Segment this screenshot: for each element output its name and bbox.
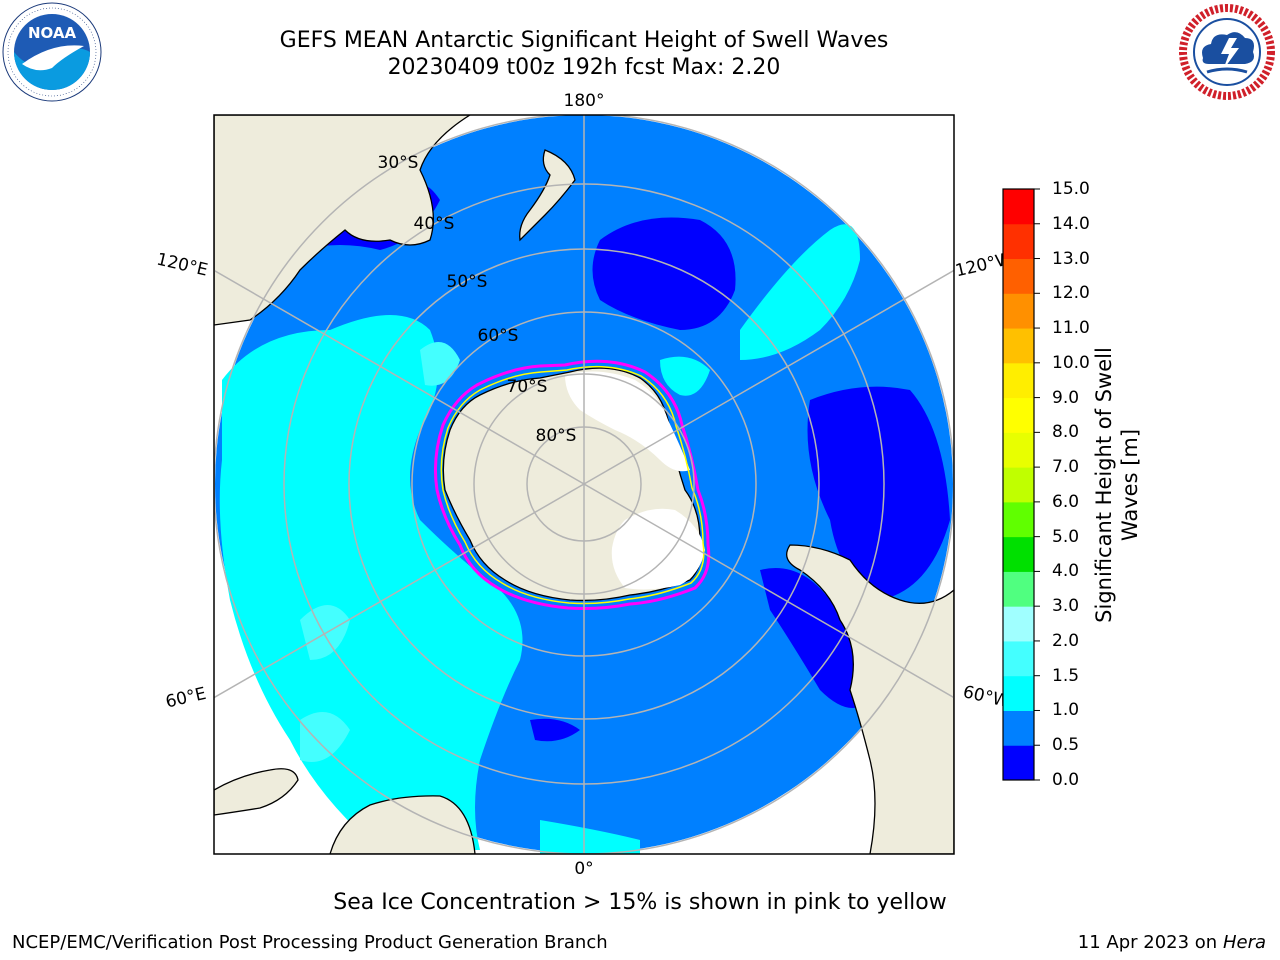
- swell-region-0-0.5m: [807, 386, 950, 600]
- colorbar-band: [1003, 640, 1034, 677]
- colorbar-ticks: [1034, 188, 1040, 781]
- footer-machine: Hera: [1222, 932, 1266, 953]
- nws-logo: [1179, 4, 1275, 100]
- colorbar-tick-label: 6.0: [1052, 491, 1080, 512]
- colorbar-band: [1003, 571, 1034, 607]
- swell-region-1.5-2m: [300, 712, 350, 762]
- colorbar-tick-label: 5.0: [1052, 526, 1080, 547]
- colorbar-band: [1003, 328, 1034, 364]
- ice-note: Sea Ice Concentration > 15% is shown in …: [333, 890, 947, 915]
- swell-region-1-1.5m: [740, 224, 860, 360]
- sea-ice-weddell: [611, 508, 705, 590]
- lat-label-80s: 80°S: [536, 426, 577, 446]
- land-new-zealand: [519, 149, 576, 242]
- meridian-line: [583, 269, 954, 485]
- colorbar-tick-label: 9.0: [1052, 387, 1080, 408]
- colorbar-band: [1003, 397, 1034, 433]
- sea-ice-edge: [433, 359, 711, 610]
- lon-label-180: 180°: [564, 91, 605, 111]
- swell-region-0-0.5m: [592, 217, 736, 330]
- map-frame: [213, 114, 955, 855]
- swell-region-1-1.5m: [540, 820, 640, 854]
- noaa-logo: NOAA: [2, 2, 102, 102]
- colorbar-band: [1003, 432, 1034, 468]
- colorbar-tick-label: 13.0: [1052, 248, 1090, 269]
- colorbar-band: [1003, 710, 1034, 746]
- colorbar-tick-label: 8.0: [1052, 422, 1080, 443]
- meridian-line: [583, 483, 954, 699]
- lon-label-60e: 60°E: [164, 684, 208, 713]
- meridian-line: [214, 269, 585, 485]
- lat-label-60s: 60°S: [478, 326, 519, 346]
- colorbar-band: [1003, 293, 1034, 329]
- colorbar-label: Significant Height of Swell Waves [m]: [1091, 325, 1143, 645]
- footer-date-text: 11 Apr 2023 on: [1077, 932, 1223, 953]
- colorbar-label-line2: Waves [m]: [1118, 428, 1142, 542]
- meridian-line: [214, 483, 585, 699]
- chart-title: GEFS MEAN Antarctic Significant Height o…: [279, 28, 889, 53]
- swell-region-1.5-2m: [420, 342, 460, 386]
- lat-label-70s: 70°S: [507, 377, 548, 397]
- lat-label-50s: 50°S: [447, 272, 488, 292]
- graticule: [214, 115, 954, 854]
- colorbar-frame: [1002, 188, 1035, 781]
- colorbar-tick-label: 1.0: [1052, 700, 1080, 721]
- colorbar-tick-label: 0.5: [1052, 735, 1080, 756]
- colorbar-band: [1003, 606, 1034, 642]
- colorbar-band: [1003, 501, 1034, 538]
- colorbar-tick-label: 1.5: [1052, 665, 1080, 686]
- footer-date: 11 Apr 2023 on Hera: [1078, 932, 1266, 953]
- colorbar-tick-label: 0.0: [1052, 770, 1080, 790]
- chart-subtitle: 20230409 t00z 192h fcst Max: 2.20: [387, 55, 781, 80]
- colorbar-tick-label: 4.0: [1052, 561, 1080, 582]
- colorbar-band: [1003, 745, 1034, 781]
- colorbar-band: [1003, 362, 1034, 399]
- lat-label-40s: 40°S: [414, 214, 455, 234]
- land-south-america: [786, 544, 954, 854]
- lat-label-30s: 30°S: [378, 153, 419, 173]
- colorbar-tick-label: 14.0: [1052, 213, 1090, 234]
- colorbar-tick-label: 3.0: [1052, 596, 1080, 617]
- swell-region-1-1.5m: [660, 356, 710, 396]
- colorbar-tick-label: 15.0: [1052, 179, 1090, 199]
- colorbar-tick-label: 10.0: [1052, 352, 1090, 373]
- colorbar-tick-label: 11.0: [1052, 318, 1090, 339]
- land-africa: [329, 795, 476, 854]
- colorbar-tick-label: 7.0: [1052, 457, 1080, 478]
- lon-label-120e: 120°E: [155, 250, 210, 281]
- swell-region-1.5-2m: [300, 605, 350, 660]
- lon-label-0: 0°: [574, 859, 593, 879]
- sea-ice-edge: [440, 365, 705, 605]
- colorbar-band: [1003, 675, 1034, 711]
- land-madagascar: [214, 768, 299, 816]
- colorbar-band: [1003, 258, 1034, 294]
- colorbar-label-line1: Significant Height of Swell: [1092, 347, 1116, 623]
- colorbar-band: [1003, 467, 1034, 503]
- colorbar-band: [1003, 536, 1034, 572]
- colorbar-tick-label: 2.0: [1052, 630, 1080, 651]
- land-australia: [214, 115, 472, 326]
- swell-region-0-0.5m: [530, 718, 580, 742]
- colorbar-band: [1003, 189, 1034, 225]
- colorbar: [1003, 189, 1034, 781]
- colorbar-tick-label: 12.0: [1052, 283, 1090, 304]
- footer-credit: NCEP/EMC/Verification Post Processing Pr…: [12, 932, 608, 953]
- noaa-logo-text: NOAA: [28, 24, 77, 42]
- sea-ice-ross: [565, 371, 690, 472]
- colorbar-band: [1003, 223, 1034, 260]
